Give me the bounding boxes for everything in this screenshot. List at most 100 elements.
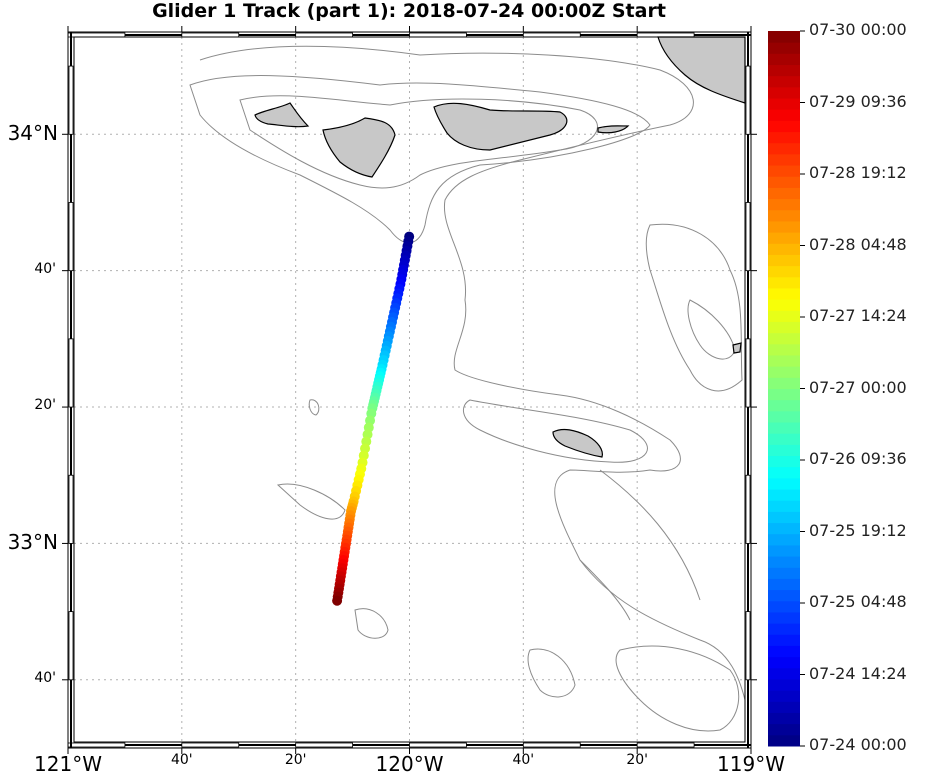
colorbar-segment — [768, 734, 800, 747]
frame-segment — [67, 742, 126, 748]
frame-segment — [68, 338, 74, 408]
colorbar-segment — [768, 232, 800, 244]
y-tick-label: 34°N — [7, 121, 58, 146]
colorbar-segment — [768, 120, 800, 133]
colorbar-segment — [768, 388, 800, 401]
colorbar-segment — [768, 589, 800, 602]
colorbar-segment — [768, 198, 800, 211]
colorbar-segment — [768, 701, 800, 713]
x-tick-label: 40' — [170, 752, 193, 768]
frame-segment — [409, 742, 467, 748]
colorbar-segment — [768, 53, 800, 66]
colorbar-segment — [768, 455, 800, 468]
frame-segment — [295, 32, 353, 38]
colorbar-segment — [768, 656, 800, 669]
colorbar-tick-label: 07-25 04:48 — [809, 592, 907, 611]
contour-santa-barbara-shelf — [462, 399, 648, 463]
contour-east-bank-inner — [687, 299, 736, 360]
x-tick-label: 120°W — [375, 752, 444, 776]
colorbar-segment — [768, 600, 800, 613]
colorbar-tick-label: 07-27 00:00 — [809, 377, 907, 397]
frame-segment — [68, 474, 74, 544]
map-title: Glider 1 Track (part 1): 2018-07-24 00:0… — [152, 0, 666, 22]
colorbar-segment — [768, 611, 800, 624]
contour-east-bank — [645, 223, 743, 392]
frame-segment — [68, 65, 74, 135]
frame-segment — [745, 65, 751, 135]
colorbar — [768, 30, 805, 747]
colorbar-tick-label: 07-29 09:36 — [809, 91, 907, 111]
contour-channel-islands — [199, 45, 746, 701]
contour-south-bank-2 — [527, 648, 576, 698]
x-tick-label: 20' — [284, 752, 307, 768]
frame-segment — [636, 742, 695, 748]
colorbar-segment — [768, 343, 800, 356]
x-tick-label: 119°W — [717, 752, 785, 776]
colorbar-segment — [768, 489, 800, 501]
colorbar-segment — [768, 366, 800, 378]
colorbar-segment — [768, 220, 800, 233]
x-tick-label: 121°W — [34, 752, 102, 776]
colorbar-tick-label: 07-27 14:24 — [809, 306, 907, 325]
colorbar-tick-label: 07-24 14:24 — [809, 663, 907, 683]
frame-segment — [68, 202, 74, 272]
contour-island-shelf — [189, 75, 651, 243]
colorbar-segment — [768, 567, 800, 579]
contour-seamount-2 — [276, 483, 346, 520]
contour-seamount-1 — [354, 608, 389, 639]
colorbar-segment — [768, 623, 800, 635]
colorbar-segment — [768, 321, 800, 334]
colorbar-segment — [768, 165, 800, 177]
colorbar-segment — [768, 433, 800, 445]
frame-segment — [295, 742, 353, 748]
colorbar-segment — [768, 556, 800, 568]
colorbar-segment — [768, 243, 800, 255]
land-santa-cruz — [433, 102, 568, 151]
colorbar-segment — [768, 712, 800, 725]
colorbar-segment — [768, 723, 800, 736]
colorbar-segment — [768, 64, 800, 77]
colorbar-segment — [768, 276, 800, 289]
colorbar-segment — [768, 299, 800, 311]
colorbar-segment — [768, 31, 800, 43]
colorbar-segment — [768, 176, 800, 188]
y-tick-label: 20' — [34, 397, 56, 414]
colorbar-segment — [768, 678, 800, 691]
colorbar-segment — [768, 444, 800, 457]
frame-segment — [745, 338, 751, 408]
colorbar-tick-label: 07-28 04:48 — [809, 234, 907, 254]
colorbar-segment — [768, 187, 800, 200]
contour-seamount-3 — [308, 399, 320, 416]
colorbar-segment — [768, 354, 800, 367]
x-tick-label: 40' — [512, 752, 535, 768]
colorbar-segment — [768, 645, 800, 658]
land-santa-barbara-island — [552, 428, 603, 458]
y-tick-label: 40' — [34, 260, 56, 277]
colorbar-segment — [768, 578, 800, 591]
colorbar-segment — [768, 511, 800, 524]
colorbar-segment — [768, 287, 800, 300]
colorbar-segment — [768, 667, 800, 680]
colorbar-segment — [768, 310, 800, 322]
land-mainland — [657, 36, 746, 104]
colorbar-tick-label: 07-26 09:36 — [809, 449, 907, 468]
colorbar-segment — [768, 75, 800, 88]
contour-ridge-east — [579, 469, 701, 621]
y-tick-label: 40' — [34, 669, 56, 686]
track-point — [332, 595, 343, 606]
contour-island-shelf-inner — [239, 95, 598, 189]
colorbar-tick-label: 07-30 00:00 — [809, 20, 907, 39]
map-frame — [62, 26, 757, 754]
colorbar-segment — [768, 410, 800, 423]
frame-segment — [745, 611, 751, 681]
frame-inner — [73, 36, 746, 743]
x-tick-label: 20' — [626, 752, 648, 768]
frame-segment — [181, 32, 240, 38]
land-small-islet — [732, 342, 742, 354]
colorbar-segment — [768, 131, 800, 144]
colorbar-segment — [768, 153, 800, 166]
bathymetry-contours — [189, 45, 746, 732]
colorbar-segment — [768, 399, 800, 412]
contour-south-bank — [615, 645, 740, 732]
